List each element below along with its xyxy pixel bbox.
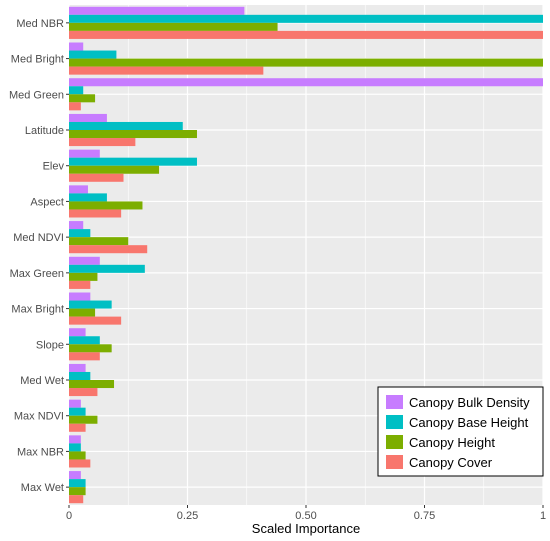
bar-canopy-cover [69, 280, 91, 289]
y-tick-label: Max Wet [21, 482, 64, 494]
bar-canopy-cover [69, 316, 122, 325]
legend-label: Canopy Bulk Density [409, 395, 530, 410]
bar-canopy-bulk-density [69, 435, 81, 444]
bar-canopy-height [69, 165, 160, 174]
bar-canopy-base-height [69, 229, 91, 238]
bar-canopy-cover [69, 209, 122, 218]
bar-canopy-cover [69, 138, 136, 147]
bar-canopy-base-height [69, 193, 107, 202]
minor-gridlines [127, 5, 485, 505]
bar-canopy-cover [69, 459, 91, 468]
bar-canopy-height [69, 308, 96, 317]
bar-canopy-height [69, 380, 115, 389]
bar-canopy-height [69, 201, 143, 210]
bar-canopy-height [69, 487, 86, 496]
y-tick-label: Latitude [25, 125, 64, 137]
bar-canopy-bulk-density [69, 292, 91, 301]
bar-canopy-height [69, 272, 98, 281]
legend-swatch [386, 455, 403, 469]
bar-canopy-base-height [69, 157, 197, 166]
bar-canopy-bulk-density [69, 149, 100, 158]
x-tick-label: 1 [540, 510, 546, 522]
bar-canopy-bulk-density [69, 113, 107, 122]
bar-canopy-bulk-density [69, 78, 543, 87]
bar-canopy-base-height [69, 443, 81, 452]
y-tick-label: Elev [43, 161, 65, 173]
bar-canopy-base-height [69, 50, 117, 59]
bar-canopy-cover [69, 102, 81, 111]
bar-canopy-bulk-density [69, 399, 81, 408]
x-tick-label: 0.50 [295, 510, 316, 522]
legend-label: Canopy Cover [409, 455, 493, 470]
bar-canopy-bulk-density [69, 6, 245, 15]
bar-canopy-height [69, 415, 98, 424]
y-axis-ticks: Med NBR Med Bright Med Green Latitude Elev As… [9, 18, 69, 494]
bar-canopy-bulk-density [69, 221, 84, 230]
bar-canopy-bulk-density [69, 363, 86, 372]
bar-canopy-bulk-density [69, 256, 100, 265]
bar-canopy-bulk-density [69, 42, 84, 51]
y-tick-label: Max Green [10, 268, 64, 280]
bar-canopy-height [69, 344, 112, 353]
bar-marks [69, 6, 543, 504]
x-axis-ticks: 0 0.25 0.50 0.75 1 [66, 505, 546, 522]
bar-canopy-cover [69, 423, 86, 432]
bar-canopy-bulk-density [69, 471, 81, 480]
x-tick-label: 0 [66, 510, 72, 522]
bar-canopy-cover [69, 352, 100, 361]
y-tick-label: Med Bright [11, 54, 64, 66]
y-tick-label: Max Bright [11, 304, 64, 316]
legend-swatch [386, 435, 403, 449]
y-tick-label: Med NBR [16, 18, 64, 30]
x-tick-label: 0.75 [414, 510, 435, 522]
bar-canopy-cover [69, 173, 124, 182]
bar-canopy-base-height [69, 300, 112, 309]
bar-canopy-bulk-density [69, 185, 88, 194]
bar-canopy-cover [69, 245, 148, 254]
legend-swatch [386, 415, 403, 429]
y-tick-label: Max NDVI [14, 411, 64, 423]
bar-canopy-cover [69, 30, 543, 39]
legend-swatch [386, 395, 403, 409]
bar-canopy-base-height [69, 371, 91, 380]
bar-canopy-cover [69, 388, 98, 397]
x-axis-title: Scaled Importance [252, 521, 360, 536]
bar-canopy-height [69, 130, 197, 139]
y-tick-label: Max NBR [17, 446, 64, 458]
bar-canopy-height [69, 451, 86, 460]
bar-canopy-height [69, 58, 543, 67]
y-tick-label: Med Green [9, 89, 64, 101]
bar-canopy-bulk-density [69, 328, 86, 337]
bar-canopy-cover [69, 66, 264, 75]
legend-label: Canopy Height [409, 435, 495, 450]
legend: Canopy Bulk Density Canopy Base Height Can… [377, 386, 544, 477]
bar-canopy-height [69, 94, 96, 103]
bar-canopy-base-height [69, 336, 100, 345]
legend-box [377, 386, 544, 477]
x-tick-label: 0.25 [177, 510, 198, 522]
bar-canopy-base-height [69, 86, 84, 95]
bar-canopy-base-height [69, 121, 183, 130]
bar-canopy-base-height [69, 407, 86, 416]
bar-canopy-base-height [69, 479, 86, 488]
y-tick-label: Med NDVI [13, 232, 64, 244]
y-tick-label: Aspect [30, 196, 64, 208]
bar-canopy-base-height [69, 264, 145, 273]
y-tick-label: Med Wet [20, 375, 64, 387]
y-tick-label: Slope [36, 339, 64, 351]
bar-canopy-height [69, 237, 129, 246]
bar-canopy-cover [69, 495, 84, 504]
bar-canopy-base-height [69, 14, 543, 23]
legend-label: Canopy Base Height [409, 415, 529, 430]
bar-canopy-height [69, 22, 278, 31]
